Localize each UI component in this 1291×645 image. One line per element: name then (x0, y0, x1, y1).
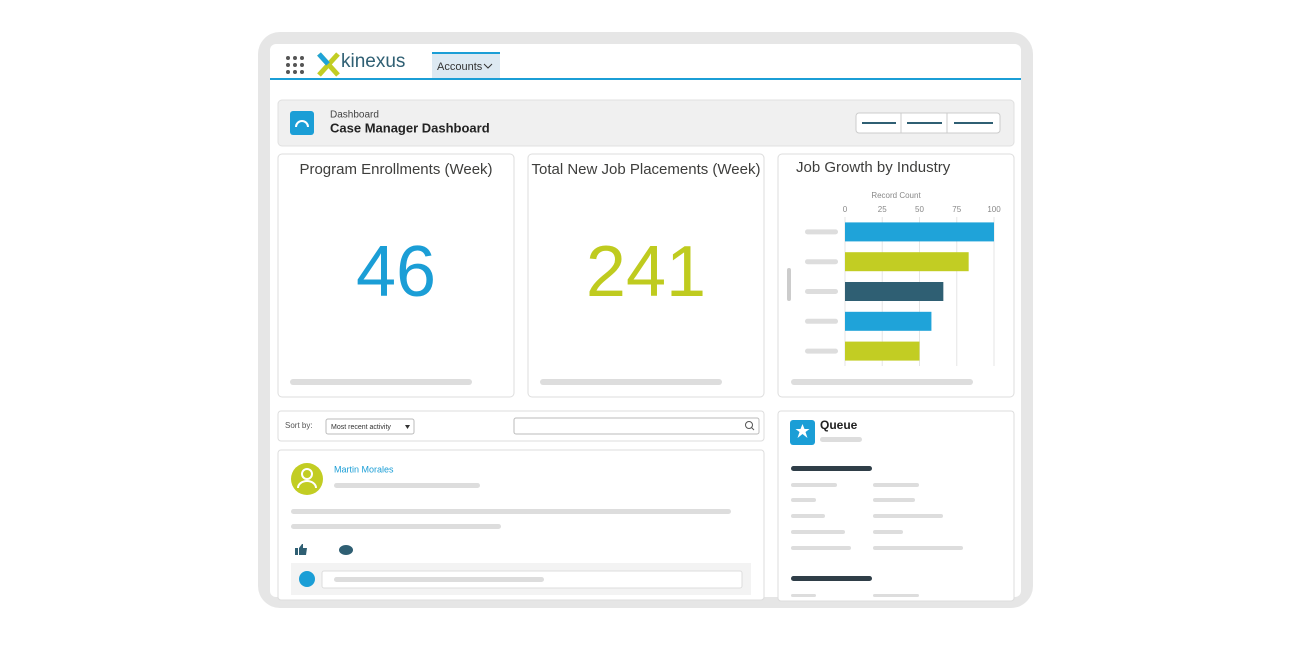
comment-avatar (299, 571, 315, 587)
chevron (483, 63, 493, 69)
bar (845, 252, 969, 272)
category-placeholder (805, 229, 838, 235)
sort-label: Sort by: (285, 421, 313, 430)
category-placeholder (805, 259, 838, 265)
x-tick-label: 75 (952, 205, 961, 214)
page-header (277, 99, 1015, 147)
like-icon[interactable] (295, 544, 307, 555)
avatar-glyph (297, 480, 317, 489)
metric-title: Total New Job Placements (Week) (532, 161, 761, 178)
gauge-glyph (295, 120, 309, 128)
comment-placeholder (334, 577, 544, 582)
queue-heading-bar (791, 466, 872, 471)
bar (845, 282, 944, 301)
x-tick-label: 0 (843, 205, 848, 214)
brand-name: kinexus (341, 51, 405, 72)
metric-value: 46 (356, 232, 436, 312)
chart-title: Job Growth by Industry (796, 159, 951, 176)
search-input[interactable] (513, 417, 760, 435)
header-buttons[interactable] (855, 112, 1001, 134)
comment-icon[interactable] (339, 545, 353, 555)
header-eyebrow: Dashboard (330, 110, 379, 121)
queue-card (777, 410, 1015, 602)
nav-border (270, 78, 1021, 80)
bar (845, 222, 994, 242)
queue-heading-bar (791, 576, 872, 581)
queue-title: Queue (820, 418, 858, 432)
app-launcher[interactable] (286, 56, 304, 74)
avatar-glyph (301, 468, 313, 480)
select-arrow (405, 425, 410, 429)
dashboard-icon (290, 111, 314, 135)
metric-card (277, 153, 515, 398)
nav-tab-indicator (432, 52, 500, 54)
footer-placeholder (290, 379, 472, 385)
queue-placeholders (791, 437, 963, 597)
sort-value[interactable]: Most recent activity (331, 424, 391, 431)
bar (845, 311, 932, 331)
brand-logo: kinexus (317, 51, 405, 77)
header-title: Case Manager Dashboard (330, 120, 490, 135)
nav-tab-label[interactable]: Accounts (437, 61, 483, 73)
bar (845, 341, 920, 361)
chart-card (777, 153, 1015, 398)
metric-title: Program Enrollments (Week) (299, 161, 492, 178)
category-placeholder (805, 289, 838, 294)
search-icon-handle (751, 427, 755, 431)
x-tick-label: 100 (987, 205, 1001, 214)
post-placeholders (291, 483, 731, 529)
metric-card (527, 153, 765, 398)
footer-placeholder (791, 379, 973, 385)
post-author[interactable]: Martin Morales (334, 464, 394, 474)
x-tick-label: 25 (878, 205, 887, 214)
search-icon (745, 421, 753, 429)
x-axis-label: Record Count (871, 191, 921, 200)
category-placeholder (805, 318, 838, 324)
queue-glyph (795, 424, 810, 438)
nav-tab[interactable] (432, 52, 500, 79)
footer-placeholder (540, 379, 722, 385)
scrollbar (787, 268, 791, 301)
category-placeholder (805, 348, 838, 354)
sort-select[interactable] (325, 418, 415, 435)
x-tick-label: 50 (915, 205, 924, 214)
metric-value: 241 (586, 232, 706, 312)
